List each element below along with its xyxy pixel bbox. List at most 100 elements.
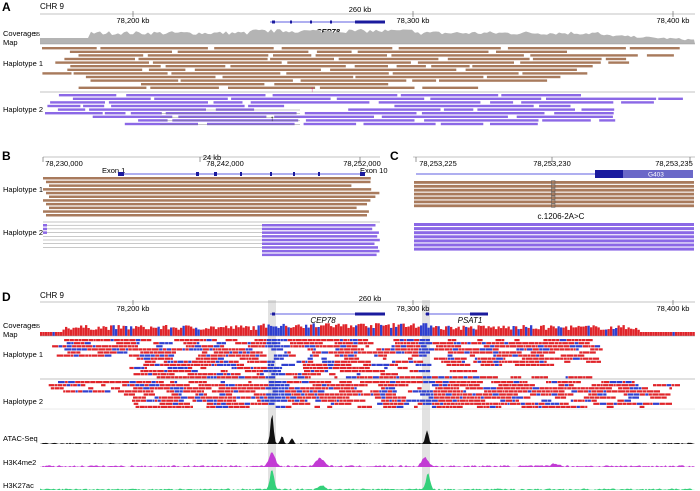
meth-segment — [493, 360, 499, 363]
meth-segment — [562, 342, 568, 345]
meth-segment — [204, 363, 209, 366]
meth-segment — [260, 360, 267, 363]
meth-segment — [413, 360, 417, 363]
meth-segment — [194, 345, 201, 348]
read — [414, 247, 694, 251]
meth-segment — [648, 393, 652, 396]
meth-segment — [669, 387, 672, 390]
coverage-bar — [635, 327, 638, 336]
meth-segment — [544, 357, 549, 360]
coverage-bar — [610, 326, 613, 336]
meth-segment — [457, 360, 462, 363]
meth-segment — [52, 345, 59, 348]
meth-segment — [506, 396, 512, 399]
meth-segment — [340, 384, 345, 387]
meth-segment — [521, 405, 526, 408]
meth-segment — [583, 376, 586, 379]
meth-segment — [136, 381, 143, 384]
meth-segment — [395, 342, 398, 345]
meth-segment — [498, 405, 502, 408]
meth-segment — [512, 354, 518, 357]
meth-segment — [531, 402, 535, 405]
meth-segment — [239, 357, 246, 360]
meth-segment — [356, 373, 361, 376]
meth-segment — [123, 393, 129, 396]
meth-segment — [449, 370, 452, 373]
meth-segment — [87, 348, 92, 351]
coverage-bar — [490, 327, 493, 337]
read — [178, 115, 267, 118]
panel-b-hap1-label: Haplotype 1 — [3, 185, 43, 194]
meth-segment — [313, 366, 317, 370]
meth-segment — [634, 393, 640, 396]
coverage-bar — [377, 323, 380, 337]
meth-segment — [104, 354, 112, 357]
meth-segment — [437, 390, 441, 393]
meth-segment — [320, 381, 325, 384]
meth-segment — [499, 342, 504, 345]
meth-segment — [545, 402, 551, 405]
meth-segment — [633, 387, 639, 390]
meth-segment — [266, 342, 272, 345]
meth-segment — [101, 390, 105, 393]
meth-segment — [281, 345, 284, 348]
meth-segment — [123, 342, 131, 345]
panel-a-hap1-reads — [42, 47, 680, 89]
meth-segment — [173, 396, 181, 399]
meth-segment — [132, 348, 139, 351]
meth-segment — [265, 376, 268, 379]
meth-segment — [244, 402, 250, 405]
coverage-bar — [107, 329, 110, 336]
meth-segment — [446, 342, 454, 345]
read — [414, 181, 694, 184]
meth-segment — [622, 381, 626, 384]
meth-segment — [546, 381, 549, 384]
meth-segment — [97, 354, 105, 357]
meth-segment — [145, 354, 151, 357]
meth-segment — [470, 381, 477, 384]
meth-segment — [171, 393, 179, 396]
meth-segment — [483, 405, 486, 408]
meth-segment — [227, 373, 231, 376]
meth-segment — [510, 376, 514, 379]
meth-segment — [211, 363, 214, 366]
read — [46, 214, 367, 217]
meth-segment — [567, 393, 574, 396]
meth-segment — [529, 384, 535, 387]
meth-segment — [81, 348, 87, 351]
meth-segment — [470, 351, 473, 354]
meth-segment — [299, 381, 302, 384]
read — [213, 101, 243, 104]
meth-segment — [136, 357, 141, 360]
meth-segment — [294, 399, 300, 402]
meth-segment — [198, 384, 202, 387]
meth-segment — [293, 345, 299, 348]
meth-segment — [154, 363, 160, 366]
meth-segment — [300, 399, 305, 402]
meth-segment — [251, 370, 257, 373]
meth-segment — [557, 387, 564, 390]
meth-segment — [339, 370, 344, 373]
read — [424, 119, 539, 122]
meth-segment — [554, 348, 560, 351]
meth-segment — [596, 390, 603, 393]
meth-segment — [459, 363, 465, 366]
meth-segment — [482, 342, 486, 345]
meth-segment — [671, 384, 675, 387]
meth-segment — [583, 351, 590, 354]
meth-segment — [300, 387, 306, 390]
coverage-bar — [600, 329, 603, 336]
meth-segment — [410, 348, 414, 351]
meth-segment — [308, 393, 315, 396]
meth-segment — [535, 345, 538, 348]
panel-d-gene-models — [270, 312, 488, 316]
meth-segment — [394, 384, 398, 387]
meth-segment — [466, 384, 469, 387]
meth-segment — [558, 384, 565, 387]
meth-segment — [542, 348, 550, 351]
meth-segment — [328, 387, 334, 390]
coverage-bar — [685, 332, 688, 336]
meth-segment — [243, 366, 251, 370]
meth-segment — [468, 399, 474, 402]
meth-segment — [434, 402, 440, 405]
